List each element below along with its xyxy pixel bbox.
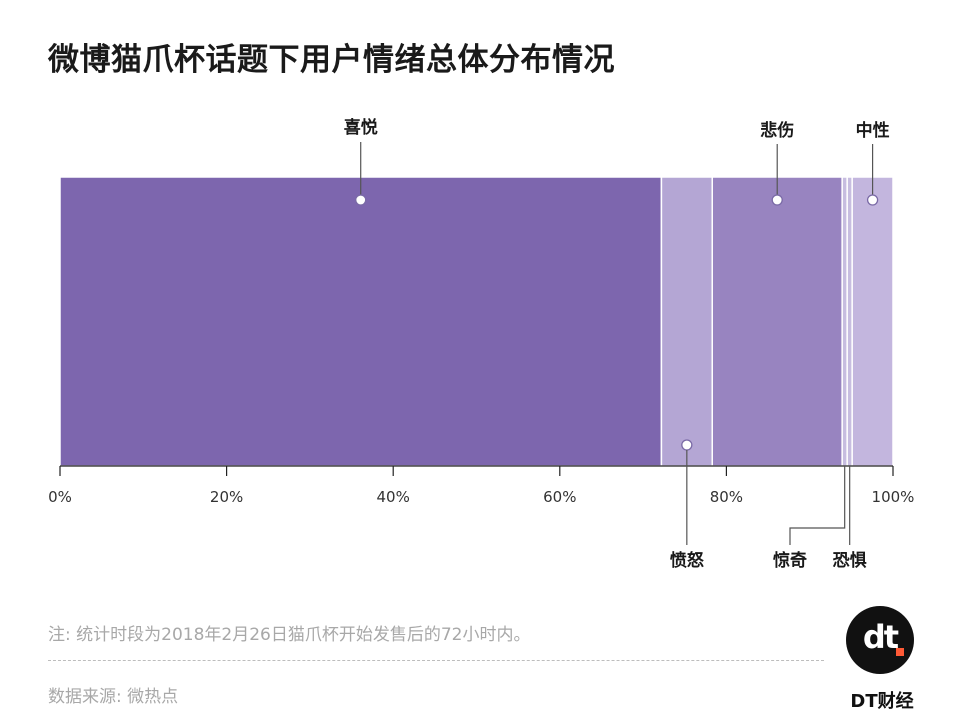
logo-text: dt bbox=[862, 618, 899, 656]
divider bbox=[48, 660, 824, 661]
footnote: 注: 统计时段为2018年2月26日猫爪杯开始发售后的72小时内。 bbox=[48, 625, 531, 645]
chart-title: 微博猫爪杯话题下用户情绪总体分布情况 bbox=[48, 42, 615, 78]
x-tick-label: 80% bbox=[710, 488, 743, 506]
category-label: 愤怒 bbox=[670, 550, 704, 571]
x-tick-label: 40% bbox=[377, 488, 410, 506]
brand-name: DT财经 bbox=[850, 691, 914, 712]
callout-dot bbox=[771, 194, 783, 206]
data-source: 数据来源: 微热点 bbox=[48, 687, 179, 707]
x-tick-label: 0% bbox=[48, 488, 72, 506]
dt-logo-icon: dt bbox=[846, 606, 914, 674]
category-label: 中性 bbox=[856, 120, 890, 141]
bar-segment bbox=[660, 176, 713, 467]
logo-dot bbox=[896, 648, 904, 656]
category-label: 惊奇 bbox=[773, 550, 807, 571]
x-tick-label: 20% bbox=[210, 488, 243, 506]
x-tick-label: 60% bbox=[543, 488, 576, 506]
bar-segment bbox=[711, 176, 843, 467]
bar-segment bbox=[59, 176, 663, 467]
callout-dot bbox=[681, 439, 693, 451]
callout-dot bbox=[866, 194, 879, 206]
x-tick-label: 100% bbox=[872, 488, 915, 506]
callout-line bbox=[789, 466, 846, 545]
bar-segment bbox=[851, 176, 894, 467]
category-label: 悲伤 bbox=[760, 120, 794, 141]
category-label: 恐惧 bbox=[833, 551, 867, 571]
callout-dot bbox=[355, 194, 367, 206]
category-label: 喜悦 bbox=[344, 117, 378, 138]
